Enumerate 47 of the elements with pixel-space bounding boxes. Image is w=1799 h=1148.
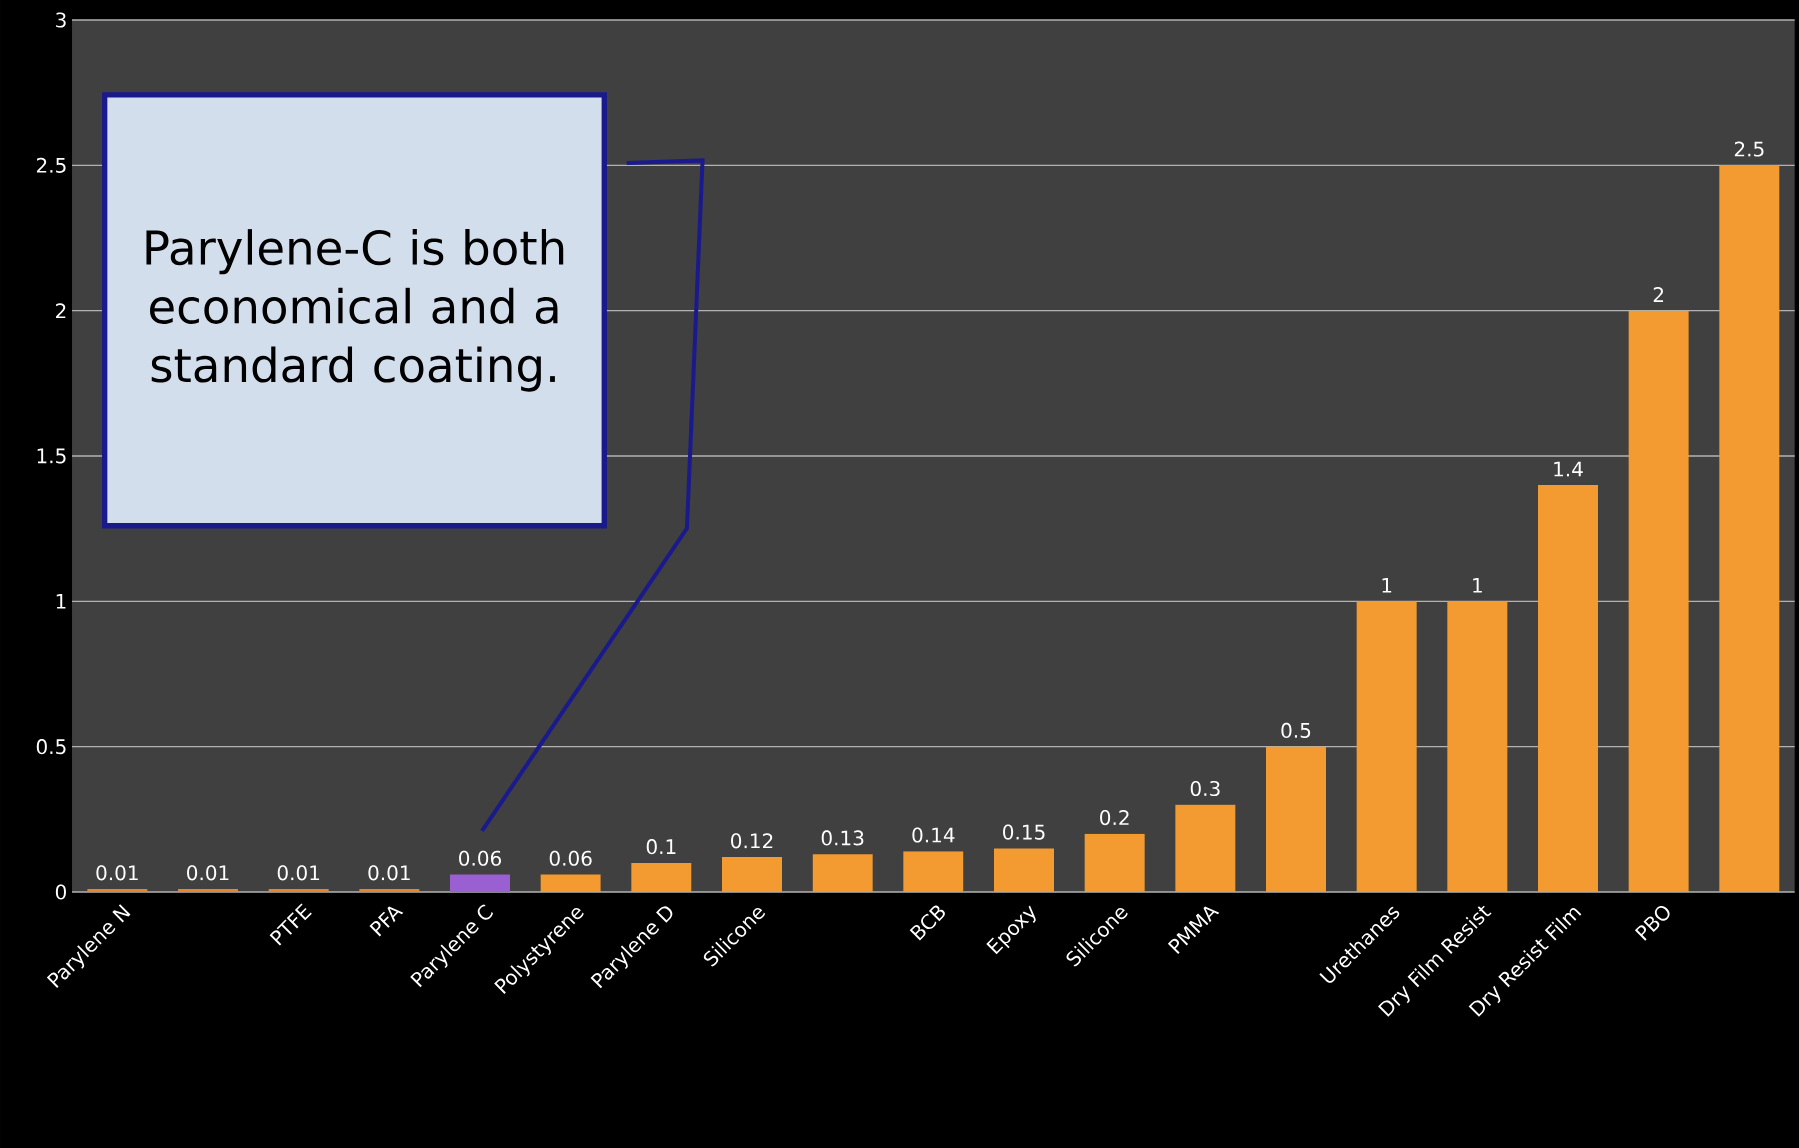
bar [540,874,601,892]
bar [1719,165,1780,892]
annotation: Parylene-C is both economical and a standard coating. [146,229,564,392]
bar [1175,804,1236,892]
bar [722,857,782,892]
bar [1447,601,1508,892]
data-label: 1.4 [1554,461,1583,477]
data-label: 0.06 [549,850,592,866]
data-label: 0.5 [1281,722,1311,738]
bar [631,862,692,892]
y-tick-label: 2.5 [36,157,66,173]
data-label: 0.12 [731,833,773,849]
data-label: 1 [1473,578,1482,593]
bar [268,889,329,892]
bar [1356,601,1417,892]
data-label: 0.06 [459,850,501,866]
data-label: 0.01 [368,865,410,881]
bar [812,854,873,892]
bar [1084,833,1145,892]
y-tick-label: 0.5 [36,739,66,755]
data-label: 0.01 [277,865,320,881]
data-label: 0.14 [912,827,955,843]
data-label: 2 [1653,287,1664,302]
bar [87,889,148,892]
data-label: 0.15 [1003,824,1045,840]
y-tick-label: 0 [55,884,66,900]
y-tick-label: 1 [56,594,66,609]
data-label: 0.1 [646,839,676,855]
bar [359,889,420,892]
bar [994,848,1054,892]
bar [1266,746,1326,892]
data-label: 2.5 [1734,141,1764,157]
bar [903,851,964,892]
data-label: 0.2 [1100,810,1129,826]
bar [450,874,510,892]
y-tick-label: 2 [56,303,66,319]
bar [1537,485,1598,892]
data-label: 0.13 [821,830,864,846]
data-label: 0.3 [1190,780,1220,797]
bar [178,889,238,892]
bar [1628,310,1689,892]
data-label: 0.01 [187,865,229,881]
y-tick-label: 3 [56,12,66,28]
y-tick-label: 1.5 [37,448,66,464]
data-label: 1 [1382,578,1392,593]
data-label: 0.01 [96,865,138,881]
x-tick-label: PFA [369,906,404,937]
